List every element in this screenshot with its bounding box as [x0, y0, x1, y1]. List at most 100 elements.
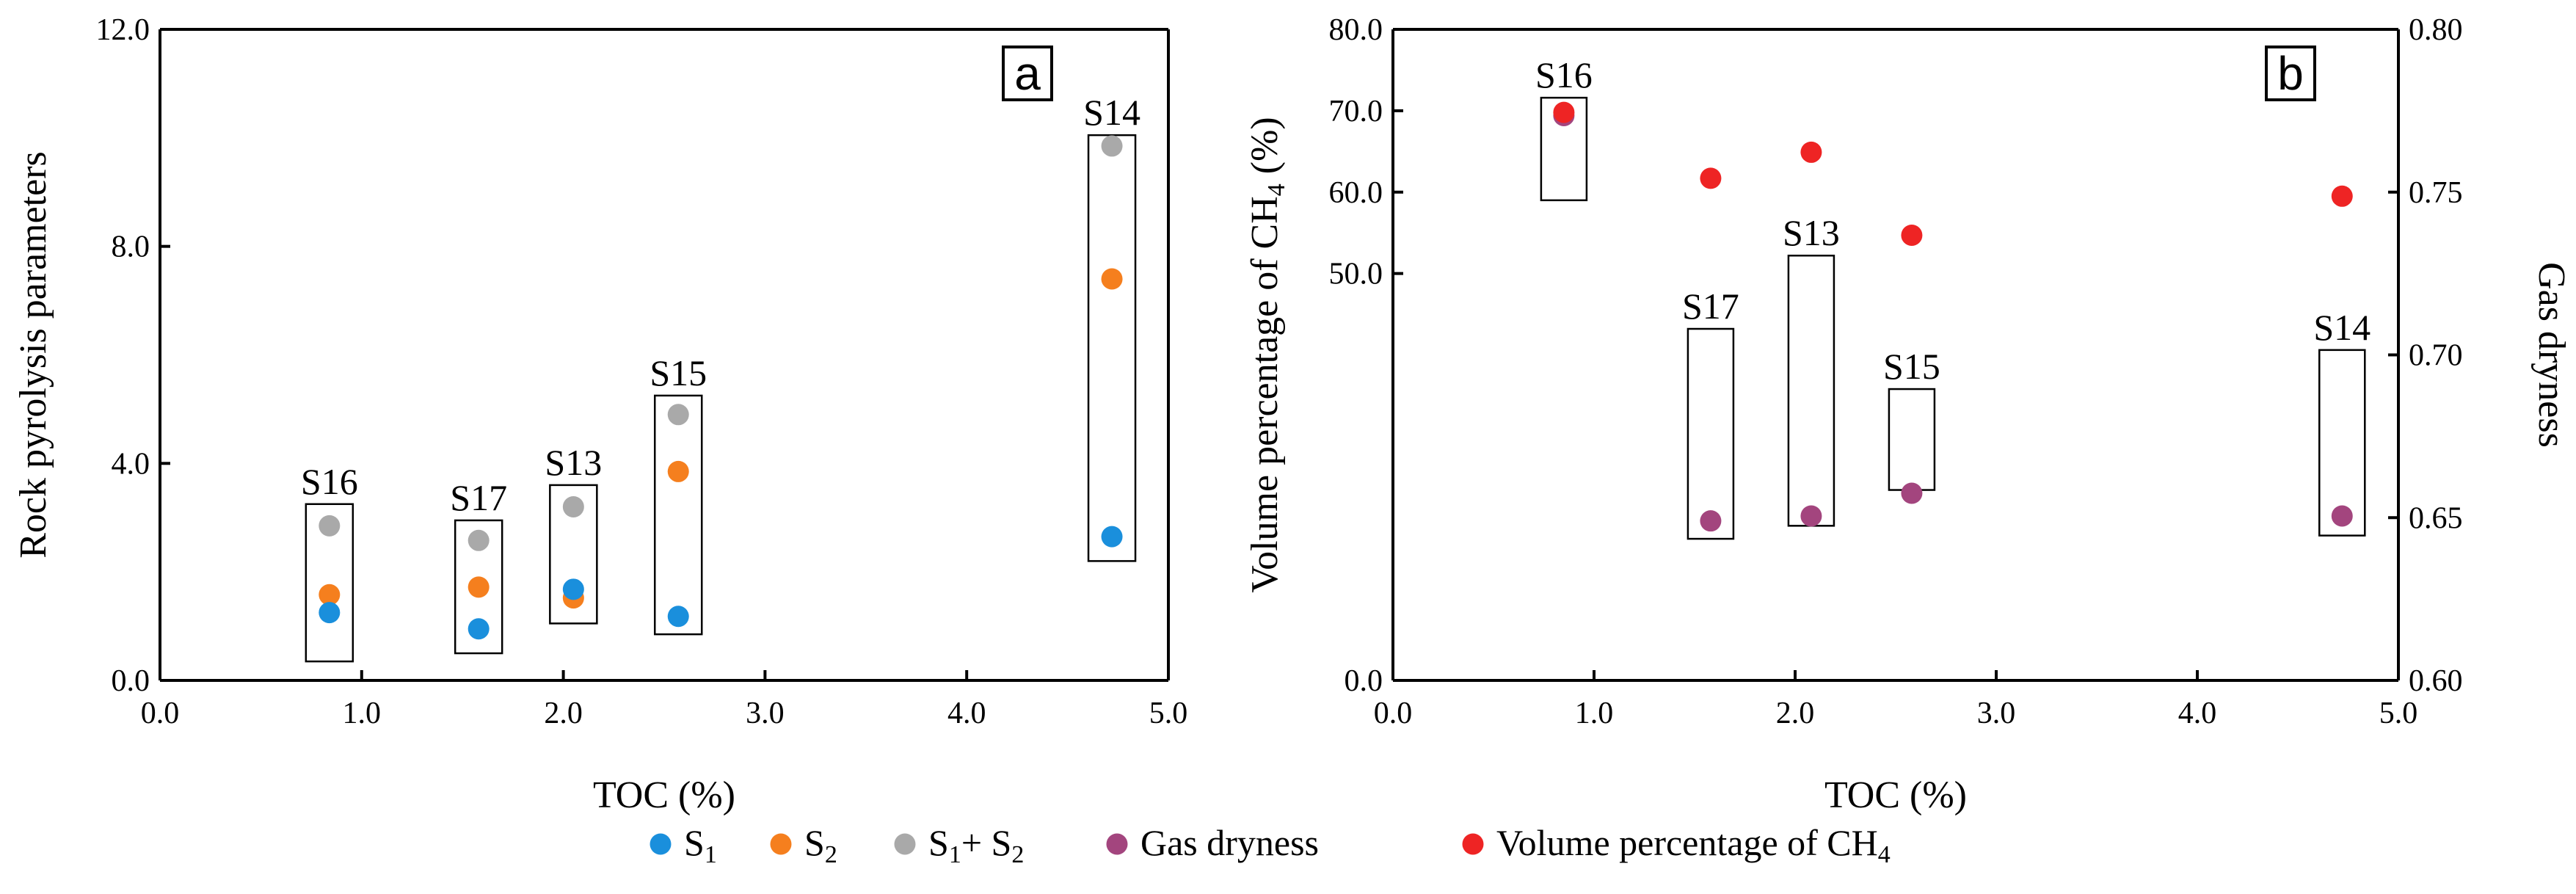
- legend-s1s2-label-part: 1: [949, 841, 961, 868]
- panel-a-y-axis-title: Rock pyrolysis parameters: [12, 151, 54, 559]
- legend-s1-label-part: S: [684, 822, 705, 863]
- panel-a-y-tick-label: 8.0: [112, 230, 150, 264]
- point-s2-s17: [467, 576, 490, 598]
- legend-s2-marker: [770, 833, 792, 855]
- panel-a-letter-box: [1002, 46, 1053, 101]
- legend-ch4-label-part: 4: [1878, 841, 1891, 868]
- panel-b-y2-axis-title: Gas dryness: [2530, 262, 2572, 448]
- legend-ch4-marker: [1462, 833, 1484, 855]
- sample-box-s16: [305, 503, 354, 663]
- point-ch4-s15: [1901, 225, 1923, 247]
- legend-ch4-label: Volume percentage of CH4Volume percentag…: [1496, 822, 1891, 868]
- legend-s1s2-label-part: + S: [961, 822, 1012, 863]
- panel-b-y-tick-label: 60.0: [1329, 176, 1383, 210]
- panel-b-y2-tick-label: 0.75: [2409, 176, 2463, 210]
- panel-b-letter: b: [2277, 47, 2304, 100]
- sample-label-b-s15: S15: [1883, 346, 1940, 387]
- legend-s1-marker: [650, 833, 672, 855]
- panel-b-y-tick-label: 80.0: [1329, 13, 1383, 47]
- panel-b-y2-tick-label: 0.60: [2409, 664, 2463, 698]
- sample-label-s15: S15: [650, 352, 707, 393]
- panel-a-x-tick-label: 2.0: [544, 697, 583, 730]
- panel-b-y2-tick-label: 0.65: [2409, 501, 2463, 535]
- panel-a-x-axis-title: TOC (%): [593, 774, 735, 816]
- sample-label-s14: S14: [1083, 92, 1140, 133]
- panel-a-y-tick-label: 0.0: [112, 664, 150, 698]
- sample-label-s17: S17: [450, 477, 507, 518]
- sample-label-s13: S13: [545, 442, 602, 483]
- legend-dryness-label-part: Gas dryness: [1140, 822, 1319, 863]
- sample-box-b-s13: [1787, 254, 1835, 527]
- panel-b-y-axis-title: Volume percentage of CH4 (%): [1244, 117, 1290, 593]
- panel-a-x-tick-label: 1.0: [343, 697, 382, 730]
- point-s2-s14: [1101, 268, 1123, 290]
- sample-label-b-s14: S14: [2313, 307, 2371, 348]
- point-s1s2-s13: [562, 495, 584, 517]
- panel-a-letter: a: [1014, 47, 1041, 100]
- panel-b-y-axis-title-part: Volume percentage of CH: [1244, 196, 1286, 593]
- panel-b-y-tick-label: 70.0: [1329, 95, 1383, 128]
- sample-box-s13: [549, 484, 598, 625]
- point-s1-s13: [562, 578, 584, 600]
- point-ch4-s14: [2331, 185, 2353, 207]
- point-s1-s16: [319, 602, 341, 624]
- sample-box-b-s15: [1888, 388, 1936, 491]
- legend-s2-label-part: S: [804, 822, 825, 863]
- sample-box-s17: [454, 519, 503, 655]
- panel-a-x-tick-label: 3.0: [746, 697, 785, 730]
- point-s1s2-s16: [319, 515, 341, 537]
- panel-b-x-tick-label: 2.0: [1776, 697, 1815, 730]
- legend-dryness-marker: [1106, 833, 1128, 855]
- point-s1-s14: [1101, 526, 1123, 548]
- panel-b-y2-tick-label: 0.80: [2409, 13, 2463, 47]
- sample-label-b-s16: S16: [1535, 54, 1593, 95]
- point-s1-s15: [667, 606, 689, 628]
- point-ch4-s17: [1700, 167, 1722, 189]
- legend-ch4-label-part: Volume percentage of CH: [1496, 822, 1878, 863]
- legend-s1s2-label-part: 2: [1011, 841, 1024, 868]
- legend-s2-label: S2S2: [804, 822, 837, 868]
- panel-b-letter-box: [2265, 46, 2316, 101]
- panel-a-rock-pyrolysis: 0.0 1.0 2.0 3.0 4.0 5.0 0.0 4.0 8.0 12.0 TOC (%) Ro…: [12, 13, 1187, 816]
- panel-b-y-tick-label: 0.0: [1345, 664, 1383, 698]
- panel-a-y-tick-label: 4.0: [112, 447, 150, 481]
- point-ch4-s13: [1800, 141, 1822, 163]
- panel-a-x-tick-label: 4.0: [947, 697, 986, 730]
- legend-s2-label-part: 2: [825, 841, 837, 868]
- sample-box-b-s17: [1687, 327, 1735, 540]
- panel-b-y-axis-title-part: 4: [1263, 183, 1290, 196]
- sample-box-b-s14: [2318, 349, 2366, 537]
- point-s1s2-s14: [1101, 135, 1123, 157]
- sample-box-b-s16: [1540, 96, 1588, 202]
- point-ch4-s16: [1553, 101, 1575, 123]
- sample-box-s15: [653, 394, 703, 636]
- point-dryness-s14: [2331, 505, 2353, 527]
- legend-dryness-label: Gas drynessGas dryness: [1140, 822, 1319, 863]
- point-dryness-s15: [1901, 482, 1923, 504]
- panel-a-y-tick-label: 12.0: [96, 13, 150, 47]
- point-dryness-s13: [1800, 505, 1822, 527]
- sample-label-b-s13: S13: [1783, 212, 1840, 253]
- panel-a-x-tick-label: 0.0: [141, 697, 180, 730]
- sample-box-s14: [1087, 134, 1137, 562]
- point-s1-s17: [467, 618, 490, 640]
- panel-b-x-tick-label: 3.0: [1977, 697, 2016, 730]
- point-dryness-s17: [1700, 510, 1722, 532]
- legend-s1s2-marker: [894, 833, 916, 855]
- panel-b-x-tick-label: 0.0: [1374, 697, 1413, 730]
- panel-b-y-tick-label: 50.0: [1329, 258, 1383, 291]
- point-s2-s15: [667, 460, 689, 482]
- point-s1s2-s15: [667, 404, 689, 426]
- point-s2-s16: [319, 584, 341, 606]
- legend-s1-label: S1S1: [684, 822, 717, 868]
- panel-b-x-axis-title: TOC (%): [1824, 774, 1967, 816]
- sample-label-s16: S16: [301, 461, 358, 502]
- legend-s1-label-part: 1: [705, 841, 717, 868]
- panel-b-x-tick-label: 1.0: [1575, 697, 1614, 730]
- panel-b-x-tick-label: 4.0: [2178, 697, 2217, 730]
- panel-b-ch4-gas-dryness: 0.0 1.0 2.0 3.0 4.0 5.0 0.0 50.0 60.0 70.0 80.0 0.6…: [1244, 13, 2572, 816]
- panel-b-y2-tick-label: 0.70: [2409, 339, 2463, 373]
